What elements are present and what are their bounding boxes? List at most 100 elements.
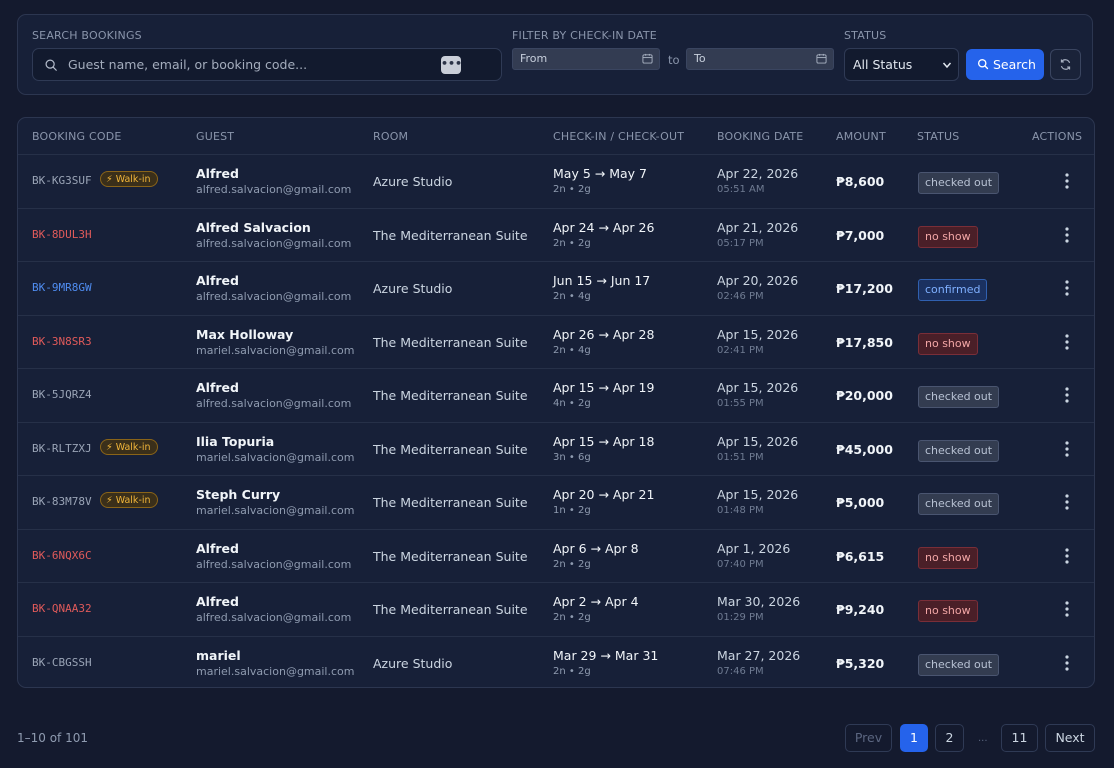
page-button-1[interactable]: 1 [900, 724, 928, 752]
header-amount: AMOUNT [836, 130, 886, 143]
more-actions-icon[interactable] [1059, 279, 1075, 297]
more-options-button[interactable]: ••• [441, 56, 462, 74]
filter-panel: SEARCH BOOKINGS ••• FILTER BY CHECK-IN D… [17, 14, 1093, 95]
booking-time: 07:46 PM [717, 665, 764, 677]
booking-date: Apr 15, 2026 [717, 326, 799, 342]
guest-name: Alfred [196, 166, 239, 181]
prev-page-button[interactable]: Prev [845, 724, 892, 752]
guest-name: Alfred Salvacion [196, 219, 311, 235]
stay-details: 2n • 2g [553, 184, 591, 195]
stay-details: 2n • 2g [553, 665, 591, 677]
booking-code[interactable]: BK-6NQX6C [32, 548, 92, 562]
guest-email: mariel.salvacion@gmail.com [196, 664, 355, 678]
guest-email: alfred.salvacion@gmail.com [196, 290, 352, 303]
booking-time: 01:55 PM [717, 398, 764, 409]
room-name: The Mediterranean Suite [373, 548, 528, 564]
more-actions-icon[interactable] [1059, 654, 1075, 672]
room-name: Azure Studio [373, 655, 453, 671]
status-badge: checked out [918, 653, 1000, 676]
table-row[interactable]: BK-RLTZXJ ⚡ Walk-in Ilia Topuria mariel.sal… [18, 421, 1094, 476]
search-button[interactable]: Search [966, 49, 1044, 80]
booking-code[interactable]: BK-8DUL3H [32, 227, 92, 241]
booking-date: Mar 27, 2026 [717, 647, 801, 663]
status-badge: no show [918, 546, 978, 569]
booking-code[interactable]: BK-83M78V [32, 495, 92, 508]
stay-dates: Apr 20 → Apr 21 [553, 487, 655, 502]
stay-dates: Apr 24 → Apr 26 [553, 219, 655, 235]
from-date-input[interactable]: From [512, 48, 660, 70]
table-row[interactable]: BK-QNAA32 Alfred alfred.salvacion@gmail.co… [18, 582, 1094, 636]
more-actions-icon[interactable] [1059, 600, 1075, 618]
more-actions-icon[interactable] [1059, 493, 1075, 511]
page-button-2[interactable]: 2 [935, 724, 964, 752]
table-row[interactable]: BK-CBGSSH mariel mariel.salvacion@gmail.co… [18, 635, 1094, 688]
header-booking-date: BOOKING DATE [717, 130, 804, 143]
walk-in-badge: ⚡ Walk-in [100, 492, 158, 508]
stay-details: 2n • 2g [553, 558, 591, 570]
refresh-button[interactable] [1050, 49, 1081, 80]
table-row[interactable]: BK-9MR8GW Alfred alfred.salvacion@gmail.co… [18, 261, 1094, 315]
room-name: The Mediterranean Suite [373, 334, 528, 350]
status-badge: no show [918, 332, 978, 355]
booking-date: Mar 30, 2026 [717, 594, 801, 609]
status-badge: checked out [918, 439, 1000, 462]
booking-code[interactable]: BK-3N8SR3 [32, 334, 92, 348]
search-label: SEARCH BOOKINGS [32, 29, 142, 42]
refresh-icon [1060, 59, 1071, 70]
search-button-label: Search [993, 57, 1036, 72]
stay-details: 2n • 4g [553, 291, 591, 302]
status-select[interactable]: All Status [844, 48, 959, 81]
search-input[interactable] [68, 49, 428, 80]
header-status: STATUS [917, 130, 960, 143]
table-row[interactable]: BK-8DUL3H Alfred Salvacion alfred.salvacio… [18, 207, 1094, 262]
more-actions-icon[interactable] [1059, 547, 1075, 565]
booking-date: Apr 22, 2026 [717, 166, 799, 181]
booking-amount: ₱7,000 [836, 227, 885, 243]
table-row[interactable]: BK-6NQX6C Alfred alfred.salvacion@gmail.co… [18, 528, 1094, 583]
booking-time: 07:40 PM [717, 558, 764, 570]
booking-code[interactable]: BK-KG3SUF [32, 174, 92, 187]
more-actions-icon[interactable] [1059, 172, 1075, 190]
guest-email: mariel.salvacion@gmail.com [196, 450, 355, 464]
header-actions: ACTIONS [1032, 130, 1083, 143]
booking-amount: ₱9,240 [836, 602, 885, 617]
booking-amount: ₱5,000 [836, 495, 885, 510]
to-date-input[interactable]: To [686, 48, 834, 70]
booking-code[interactable]: BK-RLTZXJ [32, 441, 92, 455]
booking-code[interactable]: BK-5JQRZ4 [32, 388, 92, 401]
stay-details: 2n • 2g [553, 237, 591, 249]
table-row[interactable]: BK-5JQRZ4 Alfred alfred.salvacion@gmail.co… [18, 368, 1094, 422]
more-actions-icon[interactable] [1059, 440, 1075, 458]
status-badge: no show [918, 225, 978, 248]
status-select-value: All Status [853, 57, 913, 72]
table-row[interactable]: BK-KG3SUF ⚡ Walk-in Alfred alfred.salvacion… [18, 154, 1094, 208]
calendar-icon [642, 53, 653, 64]
header-guest: GUEST [196, 130, 235, 143]
more-actions-icon[interactable] [1059, 226, 1075, 244]
guest-email: alfred.salvacion@gmail.com [196, 557, 352, 571]
room-name: The Mediterranean Suite [373, 495, 528, 510]
guest-email: alfred.salvacion@gmail.com [196, 183, 352, 196]
guest-email: alfred.salvacion@gmail.com [196, 397, 352, 410]
stay-details: 2n • 4g [553, 344, 591, 356]
booking-amount: ₱45,000 [836, 441, 893, 457]
booking-code[interactable]: BK-QNAA32 [32, 602, 92, 615]
table-row[interactable]: BK-3N8SR3 Max Holloway mariel.salvacion@gm… [18, 314, 1094, 369]
next-page-button[interactable]: Next [1045, 724, 1095, 752]
booking-time: 01:29 PM [717, 612, 764, 623]
date-filter-label: FILTER BY CHECK-IN DATE [512, 29, 657, 42]
page-button-11[interactable]: 11 [1001, 724, 1038, 752]
status-badge: confirmed [918, 279, 988, 301]
walk-in-badge: ⚡ Walk-in [100, 171, 158, 187]
header-booking-code: BOOKING CODE [32, 130, 122, 143]
guest-email: alfred.salvacion@gmail.com [196, 236, 352, 250]
from-date-placeholder: From [520, 52, 548, 65]
table-row[interactable]: BK-83M78V ⚡ Walk-in Steph Curry mariel.salv… [18, 475, 1094, 529]
booking-code[interactable]: BK-9MR8GW [32, 281, 92, 294]
more-actions-icon[interactable] [1059, 386, 1075, 404]
booking-code[interactable]: BK-CBGSSH [32, 655, 92, 669]
search-box[interactable]: ••• [32, 48, 502, 81]
stay-dates: Apr 15 → Apr 18 [553, 433, 655, 449]
status-label: STATUS [844, 29, 887, 42]
more-actions-icon[interactable] [1059, 333, 1075, 351]
